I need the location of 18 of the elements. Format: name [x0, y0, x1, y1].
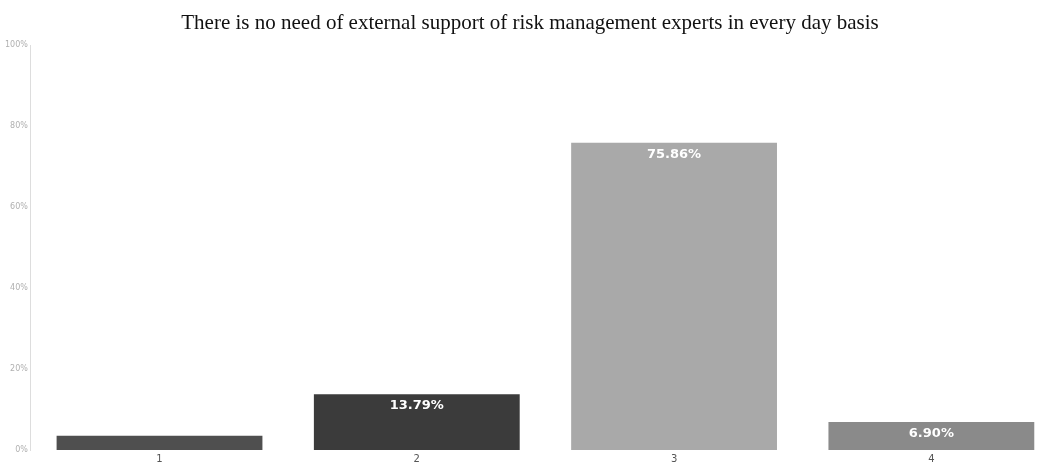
bar	[828, 422, 1035, 450]
data-label: 13.79%	[389, 397, 444, 413]
bar	[571, 142, 777, 450]
y-tick-label: 20%	[10, 364, 29, 374]
bar	[313, 394, 520, 450]
y-tick-label: 100%	[5, 40, 29, 50]
x-tick-label: 2	[413, 452, 420, 464]
data-label: 6.90%	[908, 424, 954, 440]
bar	[56, 435, 263, 450]
chart-title: There is no need of external support of risk management experts in every day basis	[180, 10, 880, 35]
y-tick-label: 60%	[10, 202, 29, 212]
x-tick-label: 3	[670, 452, 678, 464]
y-tick-label: 80%	[10, 121, 29, 131]
x-tick-label: 1	[156, 452, 163, 464]
y-tick-label: 0%	[15, 445, 29, 455]
data-label: 75.86%	[647, 145, 702, 161]
y-tick-label: 40%	[10, 283, 29, 293]
x-tick-label: 4	[928, 452, 935, 464]
